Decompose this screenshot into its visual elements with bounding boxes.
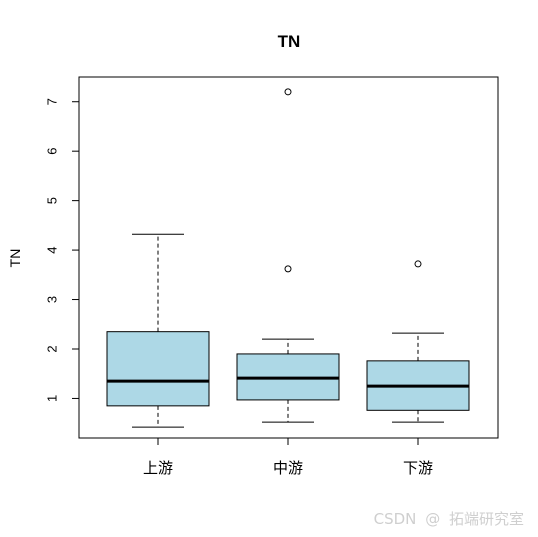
y-tick-label-3: 3 <box>45 296 60 303</box>
outlier-1-1 <box>284 265 292 273</box>
outlier-1-0 <box>284 88 292 96</box>
box-group-2 <box>366 260 470 423</box>
watermark-author: 拓端研究室 <box>448 510 524 528</box>
y-tick-label-4: 4 <box>45 246 60 253</box>
x-tick-label-2: 下游 <box>403 460 433 477</box>
boxes-layer <box>106 88 470 428</box>
y-tick-label-1: 1 <box>45 395 60 402</box>
chart-title: TN <box>278 32 301 51</box>
y-axis: 1 2 3 4 5 6 7 <box>45 98 80 402</box>
x-axis: 上游 中游 下游 <box>143 437 433 477</box>
x-tick-label-1: 中游 <box>273 460 303 477</box>
outlier-2-0 <box>414 260 422 268</box>
y-axis-label: TN <box>7 249 23 268</box>
x-tick-label-0: 上游 <box>143 460 173 477</box>
box-0 <box>106 331 210 407</box>
box-group-0 <box>106 233 210 428</box>
watermark: CSDN @ 拓端研究室 <box>374 508 524 529</box>
watermark-at: @ <box>425 510 441 528</box>
y-tick-label-6: 6 <box>45 148 60 155</box>
y-tick-label-2: 2 <box>45 345 60 352</box>
watermark-csdn: CSDN <box>373 510 417 528</box>
y-tick-label-7: 7 <box>45 98 60 105</box>
box-group-1 <box>236 88 340 423</box>
y-tick-label-5: 5 <box>45 197 60 204</box>
